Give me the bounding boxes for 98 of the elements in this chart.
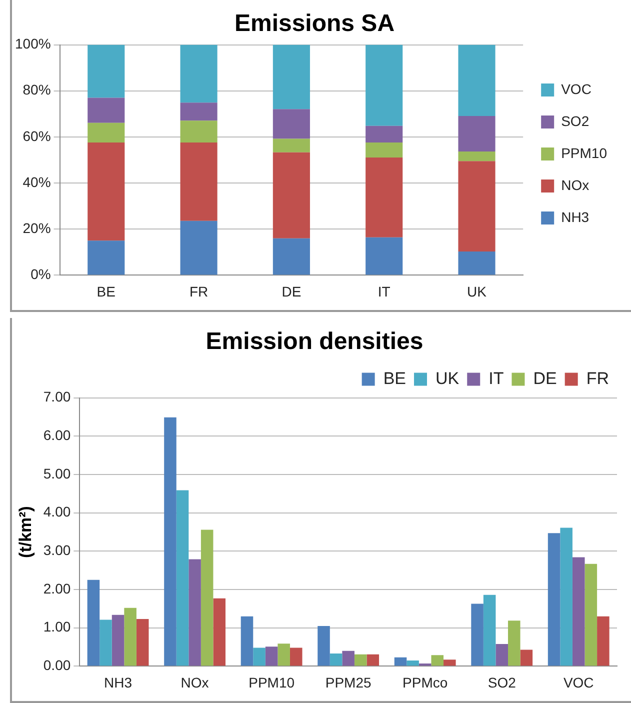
x-tick-label: PPM25 (325, 674, 372, 690)
bar (265, 646, 278, 666)
bar (253, 648, 266, 666)
bar (366, 142, 403, 158)
y-tick-label: 80% (22, 82, 51, 98)
bar (366, 126, 403, 142)
bar (88, 98, 125, 123)
bar (584, 564, 598, 666)
bar (164, 417, 176, 666)
y-tick-label: 4.00 (43, 504, 71, 520)
x-tick-label: IT (378, 283, 391, 300)
bar (431, 655, 444, 666)
bar (124, 608, 136, 666)
bar (88, 44, 125, 98)
y-tick-label: 2.00 (43, 580, 71, 596)
bar (406, 660, 419, 666)
y-tick-label: 40% (22, 174, 51, 190)
legend-label: FR (586, 368, 610, 388)
bar (366, 237, 403, 275)
chart-title: Emission densities (206, 328, 424, 356)
legend-label: PPM10 (561, 144, 608, 161)
bar (290, 648, 302, 666)
y-tick-label: 7.00 (43, 388, 71, 405)
bar (278, 644, 290, 666)
bar (483, 594, 496, 666)
bar (520, 650, 533, 666)
bar (176, 490, 189, 666)
x-tick-label: VOC (563, 674, 594, 690)
legend-label: UK (436, 368, 460, 388)
bar (560, 528, 572, 666)
bar (548, 533, 560, 666)
x-tick-label: FR (189, 283, 208, 300)
bar (458, 151, 496, 162)
bar (188, 559, 201, 666)
bar (458, 161, 496, 252)
bar (458, 251, 496, 275)
bar (88, 240, 125, 275)
bar (240, 616, 254, 666)
y-tick-label: 20% (22, 220, 51, 236)
bar (366, 44, 403, 126)
bar (330, 654, 342, 666)
bar (366, 157, 403, 238)
bar (88, 142, 125, 241)
x-tick-label: DE (282, 283, 302, 300)
bar (508, 620, 520, 666)
chart-title: Emissions SA (234, 10, 395, 38)
y-tick-label: 1.00 (43, 618, 71, 635)
x-tick-label: UK (467, 283, 488, 300)
legend-label: IT (488, 368, 504, 388)
bar (394, 657, 407, 666)
bar (444, 660, 456, 666)
bar (180, 142, 218, 221)
legend-label: NOx (561, 176, 590, 193)
y-tick-label: 0% (30, 266, 51, 282)
y-tick-label: 0.00 (43, 657, 71, 674)
bar (458, 44, 496, 116)
bar (318, 626, 330, 666)
y-tick-label: 100% (14, 36, 51, 52)
bar (100, 620, 112, 666)
x-tick-label: PPMco (402, 674, 448, 690)
bar (180, 102, 218, 121)
bar (342, 650, 354, 666)
y-tick-label: 3.00 (43, 542, 71, 558)
bar (272, 44, 310, 110)
bar (272, 109, 310, 139)
x-tick-label: BE (96, 283, 116, 300)
legend-label: SO2 (561, 112, 590, 129)
legend-label: DE (533, 368, 557, 388)
legend-label: NH3 (561, 208, 590, 225)
bar (354, 654, 367, 666)
bar (272, 238, 310, 275)
legend-label: VOC (561, 80, 592, 97)
bar (180, 44, 218, 103)
x-tick-label: NOx (180, 674, 209, 690)
bar (272, 152, 310, 238)
bar (496, 644, 508, 666)
legend-label: BE (383, 368, 406, 388)
bar (213, 598, 226, 666)
y-axis-title: (t/km²) (16, 506, 35, 558)
x-tick-label: PPM10 (248, 674, 295, 690)
bar (597, 616, 610, 666)
bar (88, 122, 125, 142)
bar (87, 580, 100, 666)
bar (112, 614, 124, 666)
bar (200, 530, 214, 666)
y-tick-label: 6.00 (43, 427, 71, 443)
bar (366, 654, 380, 666)
x-tick-label: SO2 (488, 674, 516, 690)
bar (180, 120, 218, 142)
y-tick-label: 5.00 (43, 465, 71, 482)
y-tick-label: 60% (22, 128, 51, 144)
bar (180, 220, 218, 275)
bar (572, 557, 585, 666)
bar (272, 138, 310, 152)
x-tick-label: NH3 (104, 674, 132, 690)
bar (458, 116, 496, 152)
bar (471, 604, 484, 666)
bar (136, 619, 149, 666)
